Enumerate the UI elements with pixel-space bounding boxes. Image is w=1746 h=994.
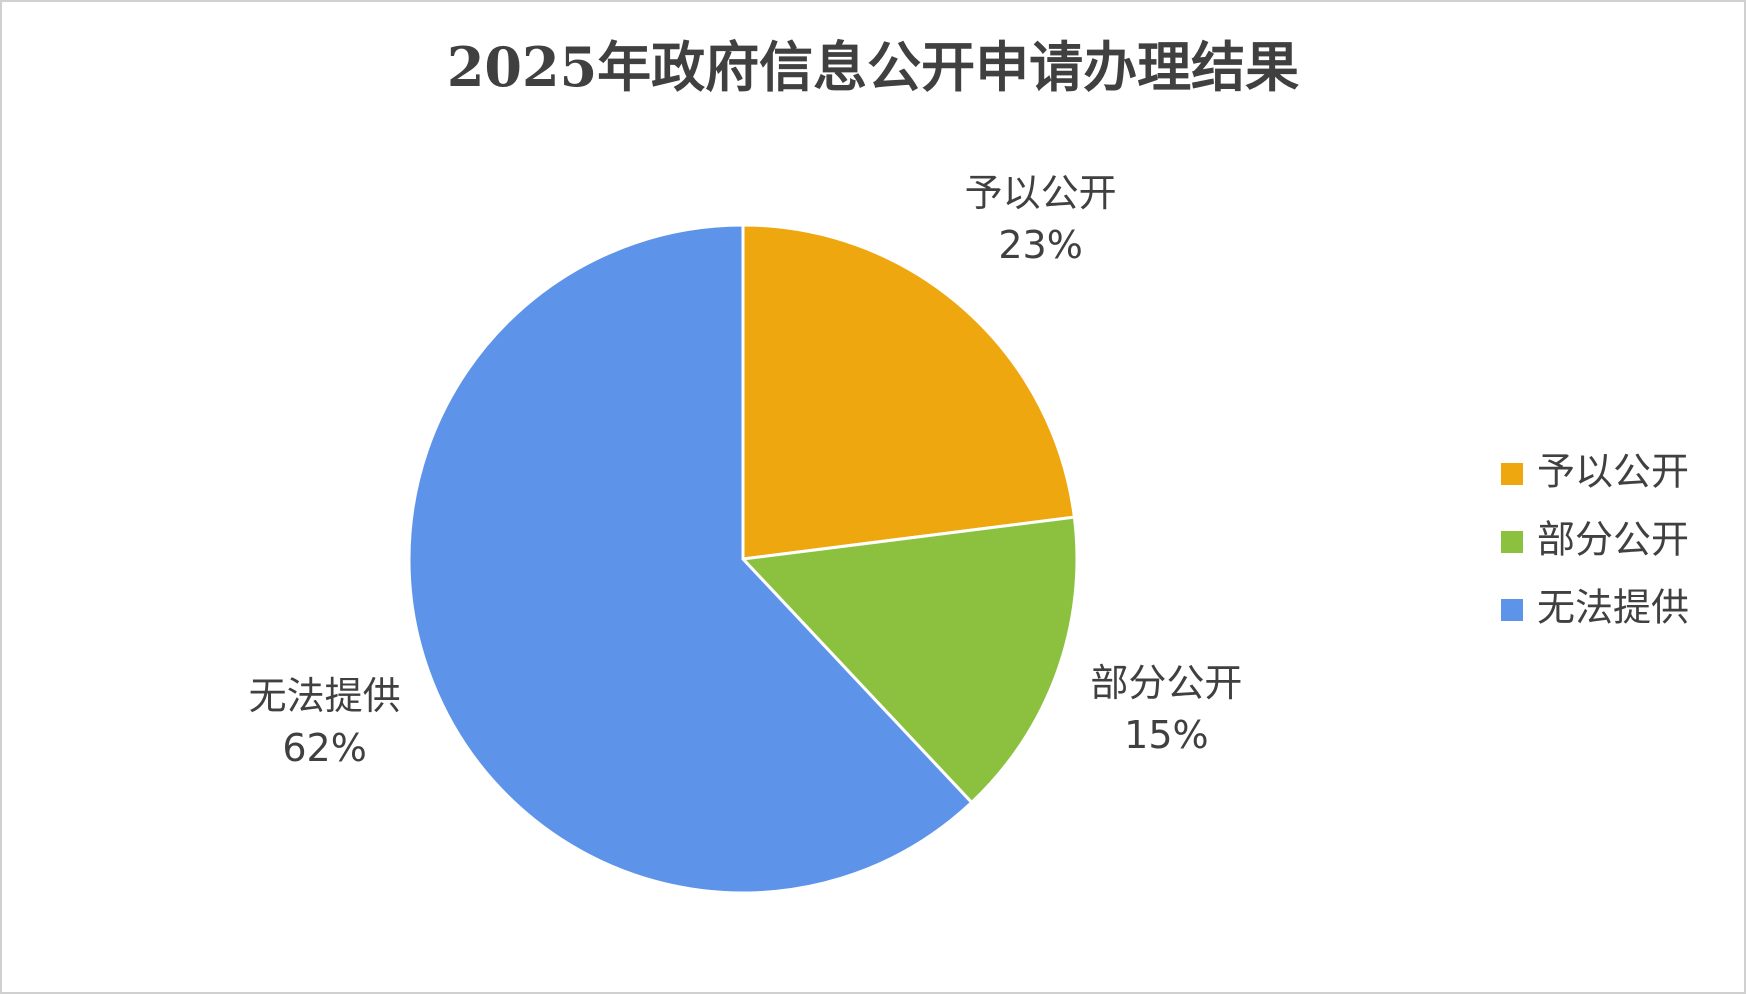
slice-label: 无法提供: [249, 674, 401, 718]
slice-value-label: 15%: [1124, 713, 1208, 757]
legend-label: 部分公开: [1537, 518, 1689, 562]
legend-swatch: [1501, 463, 1523, 485]
slice-label: 部分公开: [1090, 661, 1242, 705]
pie-slice: [739, 515, 1079, 805]
legend-label: 予以公开: [1537, 450, 1689, 494]
slice-value-label: 23%: [998, 223, 1082, 267]
slice-label: 予以公开: [965, 171, 1117, 215]
legend-swatch: [1501, 531, 1523, 553]
chart-title: 2025年政府信息公开申请办理结果: [447, 35, 1299, 99]
legend-label: 无法提供: [1537, 586, 1689, 630]
legend-swatch: [1501, 599, 1523, 621]
slice-value-label: 62%: [282, 726, 366, 770]
pie-slice: [741, 223, 1077, 561]
pie-slice: [407, 223, 974, 895]
